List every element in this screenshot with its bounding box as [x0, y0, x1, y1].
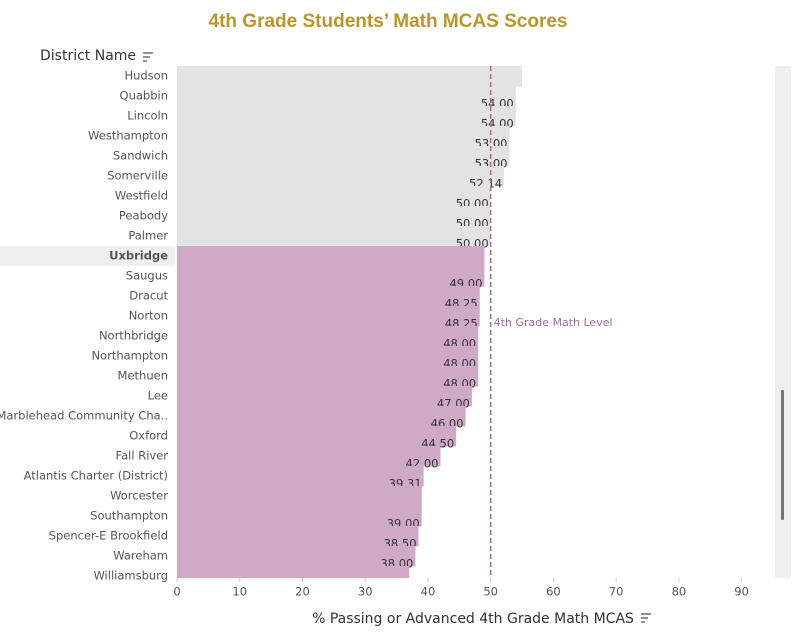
y-tick-label: Palmer: [128, 229, 168, 243]
bar: [177, 126, 510, 147]
y-tick-label: Uxbridge: [109, 249, 168, 263]
y-tick-label: Atlantis Charter (District): [24, 469, 168, 483]
reference-label: 4th Grade Math Level: [494, 316, 613, 329]
y-tick-label: Westfield: [115, 189, 168, 203]
bar: [177, 386, 472, 407]
bar: [177, 286, 480, 307]
bar: [177, 406, 466, 427]
y-tick-label: Spencer-E Brookfield: [49, 529, 168, 543]
y-tick-label: Sandwich: [113, 149, 168, 163]
bar: [177, 106, 516, 127]
bar: [177, 326, 479, 347]
bar: [177, 206, 491, 227]
bar: [177, 306, 480, 327]
bar: [177, 146, 510, 167]
x-tick-label: 70: [609, 585, 624, 599]
bar: [177, 526, 419, 547]
value-label: 37.00: [374, 577, 407, 591]
x-axis-title: % Passing or Advanced 4th Grade Math MCA…: [312, 611, 634, 627]
x-tick-label: 50: [483, 585, 498, 599]
bar: [177, 566, 410, 578]
y-tick-label: Northampton: [91, 349, 168, 363]
y-axis-title: District Name: [40, 48, 136, 64]
bar: [177, 166, 505, 187]
x-tick-label: 90: [734, 585, 749, 599]
bar: [177, 486, 422, 507]
y-tick-label: Peabody: [119, 209, 168, 223]
sort-icon[interactable]: [641, 613, 651, 623]
bar: [177, 266, 485, 287]
selected-row: [0, 246, 175, 266]
bar: [177, 426, 457, 447]
x-tick-label: 40: [421, 585, 436, 599]
scrollbar-track: [775, 66, 791, 578]
y-tick-label: Lincoln: [127, 109, 168, 123]
bar: [177, 66, 523, 87]
bar: [177, 446, 441, 467]
y-tick-label: Saugus: [126, 269, 168, 283]
x-tick-label: 80: [672, 585, 687, 599]
y-tick-label: Hudson: [124, 69, 168, 83]
y-tick-label: Lee: [148, 389, 168, 403]
y-tick-label: Southampton: [90, 509, 168, 523]
bar: [177, 466, 424, 487]
y-tick-label: Dracut: [129, 289, 168, 303]
y-tick-label: Fall River: [116, 449, 169, 463]
bar: [177, 506, 422, 527]
sort-icon[interactable]: [143, 52, 153, 62]
y-tick-label: Somerville: [107, 169, 168, 183]
y-tick-label: Methuen: [118, 369, 168, 383]
bar: [177, 546, 416, 567]
bar: [177, 186, 491, 207]
bar: [177, 226, 491, 247]
chart-title: 4th Grade Students’ Math MCAS Scores: [209, 11, 568, 32]
plot-area: 54.0054.0053.0053.0052.1450.0050.0050.00…: [177, 66, 523, 591]
bar: [177, 346, 479, 367]
y-tick-label: Worcester: [110, 489, 168, 503]
y-tick-label: Wareham: [113, 549, 168, 563]
y-tick-label: Norton: [129, 309, 168, 323]
x-tick-label: 10: [232, 585, 247, 599]
y-tick-label: Marblehead Community Cha..: [0, 409, 168, 423]
bar: [177, 86, 516, 107]
y-tick-label: Oxford: [129, 429, 168, 443]
x-tick-label: 20: [295, 585, 310, 599]
y-tick-label: Williamsburg: [93, 569, 168, 583]
x-tick-label: 0: [173, 585, 180, 599]
scrollbar-thumb[interactable]: [781, 390, 784, 520]
y-tick-label: Westhampton: [88, 129, 168, 143]
bar: [177, 366, 479, 387]
y-tick-label: Northbridge: [99, 329, 168, 343]
x-tick-label: 60: [546, 585, 561, 599]
y-tick-label: Quabbin: [120, 89, 168, 103]
bar: [177, 246, 485, 267]
x-tick-label: 30: [358, 585, 373, 599]
